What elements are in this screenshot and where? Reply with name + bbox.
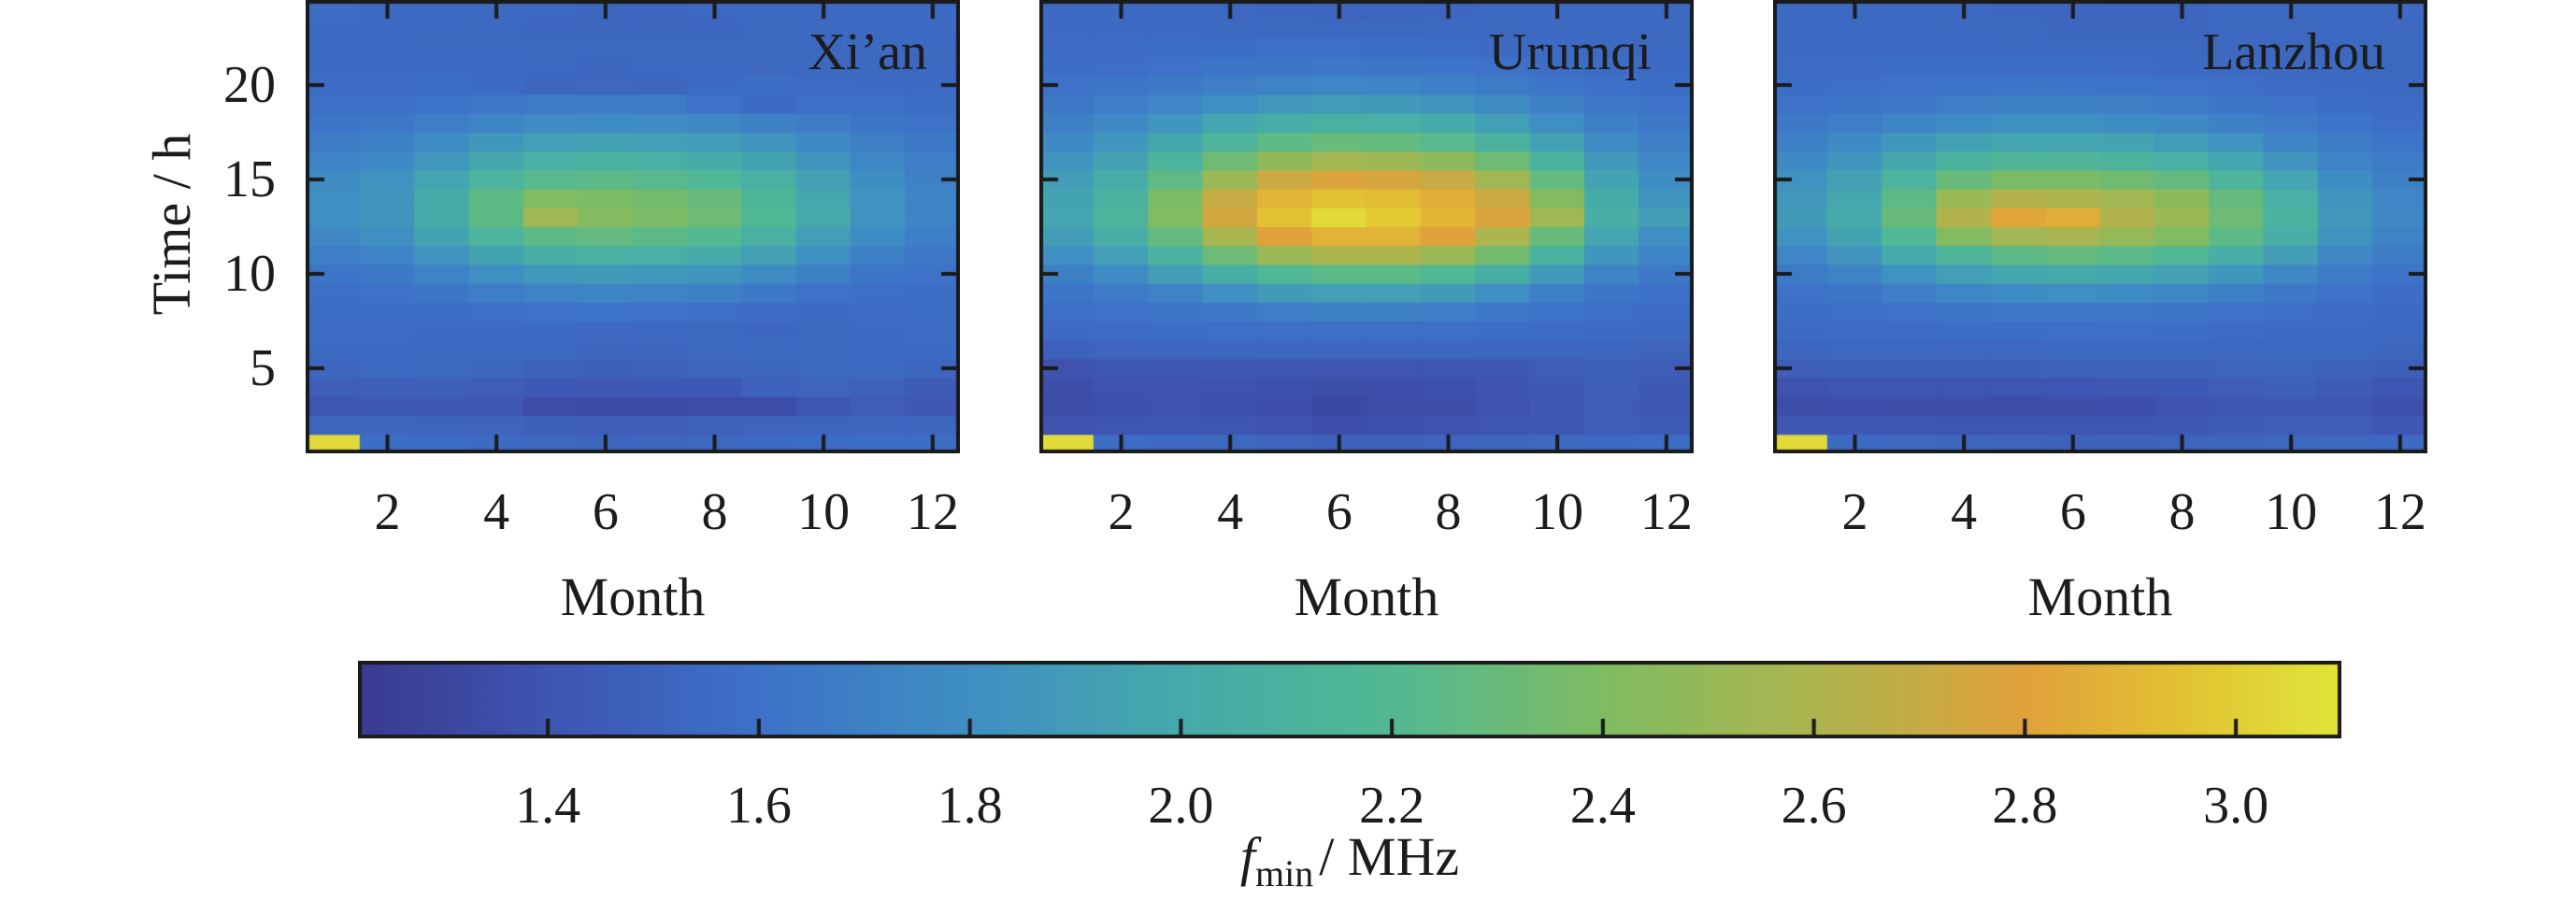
x-tick-label: 2 <box>374 483 401 541</box>
colorbar-tick-label: 2.8 <box>1992 777 2058 835</box>
colorbar <box>358 661 2341 738</box>
colorbar-axis-label: fmin / MHz <box>1240 826 1459 901</box>
x-tick-label: 12 <box>906 483 959 541</box>
colorbar-tick-label: 1.8 <box>937 777 1003 835</box>
x-tick-label: 2 <box>1841 483 1868 541</box>
x-tick-label: 6 <box>592 483 619 541</box>
x-tick-label: 8 <box>701 483 728 541</box>
colorbar-tick-label: 1.4 <box>515 777 581 835</box>
colorbar-tick-label: 2.0 <box>1148 777 1214 835</box>
y-tick-label: 10 <box>223 245 276 304</box>
x-tick-label: 12 <box>2373 483 2426 541</box>
panel-title-lanzhou: Lanzhou <box>2202 23 2385 81</box>
y-tick-label: 20 <box>223 55 276 114</box>
heatmap-panel-xian <box>306 0 960 453</box>
x-tick-label: 8 <box>2168 483 2196 541</box>
x-axis-label-urumqi: Month <box>1294 566 1439 627</box>
y-tick-label: 5 <box>250 339 276 398</box>
heatmap-panel-urumqi <box>1039 0 1694 453</box>
x-tick-label: 6 <box>2059 483 2086 541</box>
colorbar-label-symbol: f <box>1239 826 1256 887</box>
x-tick-label: 10 <box>2265 483 2318 541</box>
x-tick-label: 12 <box>1639 483 1693 541</box>
x-tick-label: 10 <box>1531 483 1584 541</box>
colorbar-tick-label: 2.6 <box>1781 777 1847 835</box>
x-tick-label: 4 <box>483 483 510 541</box>
x-tick-label: 4 <box>1951 483 1978 541</box>
x-tick-label: 10 <box>797 483 851 541</box>
colorbar-label-unit: / MHz <box>1319 826 1460 887</box>
colorbar-tick-label: 1.6 <box>725 777 792 835</box>
y-tick-label: 15 <box>223 150 276 208</box>
colorbar-tick-label: 3.0 <box>2203 777 2269 835</box>
x-tick-label: 6 <box>1325 483 1352 541</box>
colorbar-tick-label: 2.2 <box>1359 777 1425 835</box>
x-axis-label-lanzhou: Month <box>2027 566 2173 627</box>
x-axis-label-xian: Month <box>560 566 706 627</box>
colorbar-label-subscript: min <box>1255 852 1314 894</box>
colorbar-tick-label: 2.4 <box>1569 777 1636 835</box>
x-tick-label: 4 <box>1217 483 1244 541</box>
x-tick-label: 8 <box>1435 483 1462 541</box>
panel-title-xian: Xi’an <box>808 23 927 81</box>
heatmap-panel-lanzhou <box>1773 0 2427 453</box>
panel-title-urumqi: Urumqi <box>1488 23 1652 81</box>
x-tick-label: 2 <box>1108 483 1135 541</box>
